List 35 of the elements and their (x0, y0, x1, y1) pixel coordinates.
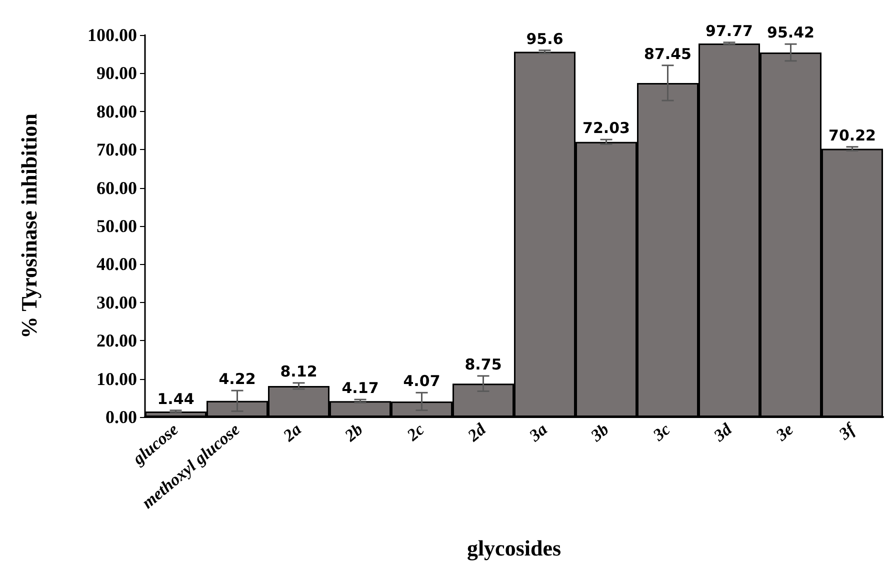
x-tick-label: 3d (709, 419, 736, 446)
y-axis-title: % Tyrosinase inhibition (16, 114, 42, 338)
y-tick-label: 100.00 (88, 25, 137, 45)
y-tick-label: 90.00 (96, 63, 137, 84)
data-label: 87.45 (644, 44, 692, 63)
y-tick-label: 10.00 (96, 368, 137, 389)
data-label: 4.22 (218, 370, 256, 388)
data-label: 97.77 (706, 22, 753, 40)
data-label: 8.75 (464, 355, 502, 374)
data-label: 8.12 (280, 362, 318, 380)
x-axis-title: glycosides (466, 536, 562, 560)
data-label: 4.17 (342, 379, 379, 398)
y-tick-label: 0.00 (106, 407, 137, 427)
x-tick-label: 2d (463, 419, 490, 446)
data-label: 95.6 (526, 30, 564, 48)
y-tick-label: 80.00 (96, 101, 137, 122)
y-tick-label: 20.00 (96, 330, 137, 351)
x-tick-label: 3c (648, 419, 674, 446)
x-tick-label: 2a (278, 419, 306, 446)
data-label: 95.42 (767, 24, 814, 42)
data-label: 4.07 (403, 372, 440, 390)
x-tick-label: 2b (340, 420, 366, 446)
data-label: 1.44 (157, 390, 194, 408)
x-tick-label: 3a (524, 419, 552, 446)
x-tick-label: 2c (402, 419, 428, 446)
y-tick-label: 70.00 (96, 140, 137, 160)
y-tick-label: 50.00 (96, 216, 137, 236)
data-label: 70.22 (828, 126, 876, 144)
y-tick-label: 40.00 (96, 254, 137, 274)
data-label: 72.03 (582, 119, 630, 138)
x-tick-label: 3e (772, 419, 798, 446)
y-tick-label: 60.00 (96, 178, 137, 198)
x-tick-label: 3f (834, 418, 860, 444)
x-tick-label: 3b (586, 420, 612, 446)
y-tick-label: 30.00 (96, 292, 137, 312)
